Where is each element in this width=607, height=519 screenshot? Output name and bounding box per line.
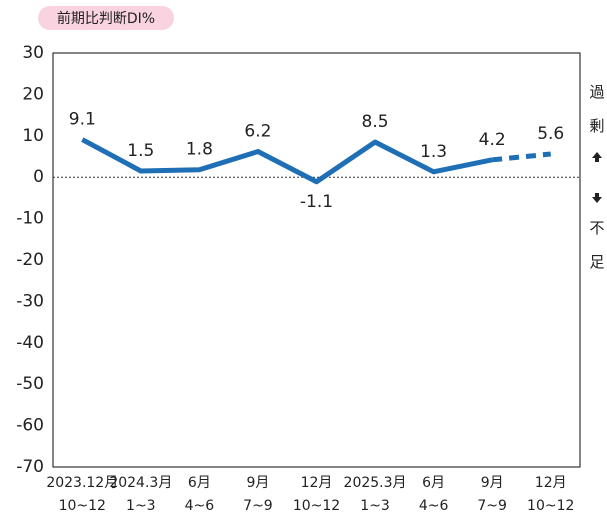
data-label: 1.5 [127,141,154,161]
x-tick-label: 6月 [422,475,445,491]
data-label: 8.5 [362,112,389,132]
side-label-bottom: 不足 [589,219,604,271]
x-tick-label: 9月 [246,475,269,491]
y-tick-label: 20 [22,84,44,104]
x-tick-label: 10~12 [293,498,340,514]
y-tick-label: -50 [16,374,44,394]
x-tick-label: 12月 [301,475,333,491]
line-series [81,137,493,185]
x-tick-label: 10~12 [527,498,574,514]
x-tick-label: 10~12 [59,498,106,514]
y-tick-label: 10 [22,126,44,146]
x-tick-label: 6月 [188,475,211,491]
line-series [491,151,551,163]
x-tick-label: 2025.3月 [344,475,407,491]
x-tick-label: 4~6 [185,498,215,514]
x-tick-label: 9月 [481,475,504,491]
data-label: 1.3 [420,142,447,162]
x-tick-label: 1~3 [360,498,390,514]
x-tick-label: 2023.12月 [46,475,118,491]
x-tick-label: 7~9 [477,498,507,514]
y-axis-label: 前期比判断DI% [57,10,155,27]
y-axis-label-box [38,6,174,30]
x-tick-label: 4~6 [419,498,449,514]
y-tick-label: -40 [16,333,44,353]
y-tick-label: -60 [16,416,44,436]
y-tick-label: 0 [33,167,44,187]
data-label: 4.2 [479,130,506,150]
plot-frame [52,52,581,468]
y-tick-label: -30 [16,291,44,311]
data-label: 1.8 [186,140,213,160]
y-tick-label: -70 [16,457,44,477]
down-arrow [592,193,602,203]
y-tick-label: 30 [22,43,44,63]
y-tick-label: -20 [16,250,44,270]
x-tick-label: 12月 [535,475,567,491]
data-label: 5.6 [537,124,564,144]
x-tick-label: 2024.3月 [109,475,172,491]
data-label: 9.1 [69,110,96,130]
x-tick-label: 1~3 [126,498,156,514]
up-arrow [592,152,602,162]
x-tick-label: 7~9 [243,498,273,514]
y-tick-label: -10 [16,209,44,229]
data-label: -1.1 [300,192,333,212]
data-label: 6.2 [244,122,271,142]
side-label-top: 過剰 [589,83,604,135]
